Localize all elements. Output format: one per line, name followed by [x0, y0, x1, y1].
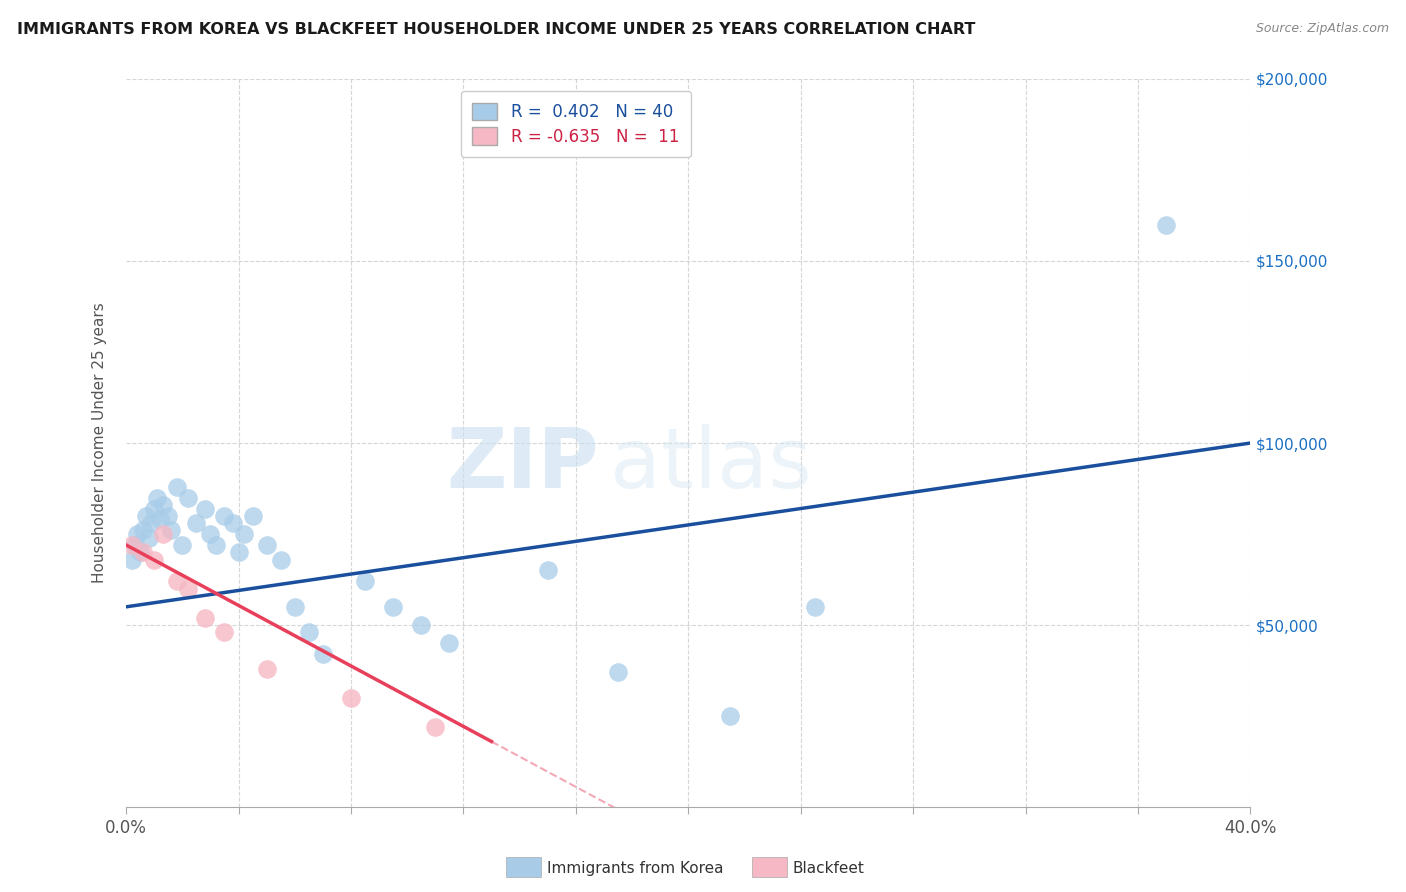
Point	[1154, 218, 1177, 232]
Text: Source: ZipAtlas.com: Source: ZipAtlas.com	[1256, 22, 1389, 36]
Point	[143, 501, 166, 516]
Point	[214, 625, 236, 640]
Point	[194, 501, 217, 516]
Point	[256, 662, 278, 676]
Point	[177, 491, 200, 505]
Point	[233, 527, 256, 541]
Point	[242, 508, 264, 523]
Point	[124, 538, 146, 552]
Point	[340, 690, 363, 705]
Point	[382, 599, 405, 614]
Text: Blackfeet: Blackfeet	[793, 862, 865, 876]
Point	[439, 636, 461, 650]
Point	[284, 599, 307, 614]
Point	[129, 545, 152, 559]
Text: ZIP: ZIP	[446, 425, 599, 506]
Point	[143, 552, 166, 566]
Point	[152, 498, 174, 512]
Point	[228, 545, 250, 559]
Point	[166, 480, 188, 494]
Point	[166, 574, 188, 589]
Point	[194, 611, 217, 625]
Point	[121, 552, 143, 566]
Text: IMMIGRANTS FROM KOREA VS BLACKFEET HOUSEHOLDER INCOME UNDER 25 YEARS CORRELATION: IMMIGRANTS FROM KOREA VS BLACKFEET HOUSE…	[17, 22, 976, 37]
Point	[312, 647, 335, 661]
Point	[214, 508, 236, 523]
Point	[135, 508, 157, 523]
Point	[425, 720, 447, 734]
Point	[720, 709, 742, 723]
Point	[205, 538, 228, 552]
Point	[160, 524, 183, 538]
Point	[172, 538, 194, 552]
Text: Immigrants from Korea: Immigrants from Korea	[547, 862, 724, 876]
Point	[149, 512, 172, 526]
Point	[354, 574, 377, 589]
Point	[138, 531, 160, 545]
Point	[177, 582, 200, 596]
Point	[607, 665, 630, 680]
Point	[200, 527, 222, 541]
Point	[152, 527, 174, 541]
Point	[270, 552, 292, 566]
Legend: R =  0.402   N = 40, R = -0.635   N =  11: R = 0.402 N = 40, R = -0.635 N = 11	[461, 91, 690, 157]
Point	[132, 545, 155, 559]
Point	[411, 618, 433, 632]
Point	[127, 527, 149, 541]
Point	[141, 516, 163, 530]
Point	[298, 625, 321, 640]
Point	[537, 563, 560, 577]
Y-axis label: Householder Income Under 25 years: Householder Income Under 25 years	[93, 302, 107, 583]
Point	[222, 516, 245, 530]
Text: atlas: atlas	[610, 425, 811, 506]
Point	[804, 599, 827, 614]
Point	[146, 491, 169, 505]
Point	[186, 516, 208, 530]
Point	[132, 524, 155, 538]
Point	[121, 538, 143, 552]
Point	[157, 508, 180, 523]
Point	[256, 538, 278, 552]
